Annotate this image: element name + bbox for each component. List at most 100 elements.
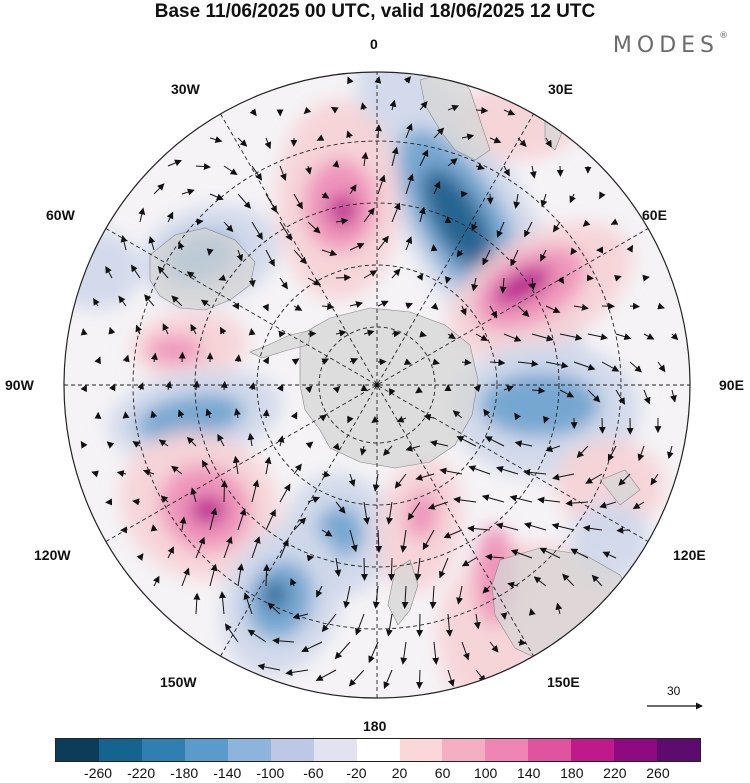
wind-vector-arrow <box>403 76 412 84</box>
wind-vector-arrow <box>232 455 240 475</box>
wind-vector-arrow <box>334 557 342 577</box>
wind-vector-arrow <box>237 563 245 587</box>
wind-vector-arrow <box>419 101 428 111</box>
wind-vector-arrow <box>576 445 589 459</box>
wind-vector-arrow <box>473 613 481 630</box>
new-zealand-land <box>387 559 419 626</box>
wind-vector-arrow <box>540 193 548 208</box>
wind-vector-arrow <box>429 585 437 609</box>
anomaly-blob <box>64 230 140 310</box>
wind-vector-arrow <box>195 218 204 226</box>
colorbar-segment <box>657 739 701 761</box>
wind-vector-arrow <box>396 416 407 423</box>
wind-vector-arrow <box>265 249 275 267</box>
wind-vector-arrow <box>293 463 302 475</box>
wind-vector-arrow <box>138 207 146 223</box>
graticule <box>64 72 690 698</box>
wind-vector-arrow <box>116 470 127 477</box>
wind-vector-arrow <box>475 106 489 114</box>
wind-vector-arrow <box>132 498 141 506</box>
wind-vector-arrow <box>582 219 591 227</box>
colorbar-tick-label: 260 <box>646 765 670 781</box>
wind-vector-arrow <box>293 517 307 531</box>
wind-vector-arrow <box>332 442 340 451</box>
wind-vector-arrow <box>468 465 491 475</box>
wind-vector-arrow <box>181 188 195 196</box>
wind-vector-arrow <box>545 305 561 313</box>
wind-vector-arrow <box>355 613 365 636</box>
wind-vector-arrow <box>142 469 155 476</box>
colorbar-segment <box>98 739 142 761</box>
lon-label-150w: 150W <box>160 674 197 690</box>
registered-mark: ® <box>719 31 728 41</box>
wind-vector-arrow <box>109 383 116 392</box>
wind-vector-arrow <box>248 382 256 391</box>
wind-vector-arrow <box>517 638 527 646</box>
wind-vector-arrow <box>552 473 575 481</box>
wind-vector-arrow <box>407 501 421 521</box>
wind-vector-arrow <box>467 525 491 533</box>
wind-vector-arrow <box>205 408 213 419</box>
wind-vector-arrow <box>363 329 375 337</box>
lon-label-150e: 150E <box>547 674 580 690</box>
wind-vector-arrow <box>599 501 617 509</box>
wind-vector-arrow <box>277 435 285 447</box>
wind-vector-arrow <box>483 408 491 419</box>
colorbar-tick-label: -220 <box>127 765 156 781</box>
wind-vector-arrow <box>118 295 127 307</box>
wind-vector-arrow <box>153 183 165 195</box>
wind-vector-arrow <box>349 301 364 308</box>
chart-title: Base 11/06/2025 00 UTC, valid 18/06/2025… <box>154 1 596 22</box>
wind-vector-arrow <box>405 236 413 251</box>
wind-vector-arrow <box>432 358 440 366</box>
wind-vector-arrow <box>587 389 601 403</box>
wind-vector-arrow <box>177 241 185 251</box>
lon-label-60w: 60W <box>46 207 75 223</box>
wind-vector-arrow <box>219 591 226 615</box>
wind-vector-arrow <box>243 592 253 615</box>
wind-vector-arrow <box>484 436 505 447</box>
wind-vector-arrow <box>150 524 158 532</box>
wind-vector-arrow <box>551 522 575 531</box>
wind-vector-arrow <box>167 159 182 167</box>
wind-vector-arrow <box>618 473 631 486</box>
wind-vector-arrow <box>200 299 211 307</box>
wind-vector-arrow <box>389 99 397 111</box>
wind-vector-arrow <box>489 305 498 319</box>
wind-vector-arrow <box>499 277 507 294</box>
wind-vector-arrow <box>573 361 596 371</box>
wind-vector-arrow <box>383 445 393 456</box>
wind-vector-arrow <box>120 235 128 251</box>
wind-vector-arrow <box>517 360 539 368</box>
wind-vector-arrow <box>495 522 519 531</box>
wind-vector-arrow <box>122 354 130 363</box>
antarctica-land <box>299 307 479 469</box>
wind-vector-arrow <box>130 264 141 279</box>
wind-vector-arrow <box>559 389 575 398</box>
wind-vector-arrow <box>650 473 659 486</box>
wind-vector-arrow <box>290 411 298 420</box>
wind-vector-arrow <box>332 385 341 394</box>
wind-vector-arrow <box>335 501 346 514</box>
wind-vector-arrow <box>233 408 241 419</box>
wind-vector-arrow <box>570 247 578 256</box>
wind-vector-arrow <box>510 249 519 267</box>
wind-vector-arrow <box>348 473 356 487</box>
wind-vector-arrow <box>510 549 533 559</box>
wind-vector-arrow <box>513 193 521 209</box>
colorbar-tick-label: 20 <box>391 765 408 781</box>
wind-vector-arrow <box>179 516 187 531</box>
colorbar <box>55 738 701 762</box>
reference-vector-label: 30 <box>667 684 681 698</box>
wind-vector-arrow <box>632 501 645 510</box>
wind-vector-arrow <box>248 328 256 336</box>
colorbar-tick-label: 60 <box>434 765 451 781</box>
wind-vector-arrow <box>444 276 452 284</box>
wind-vector-arrow <box>80 440 88 449</box>
wind-vector-arrow <box>349 243 365 251</box>
wind-vector-arrow <box>565 499 589 507</box>
wind-vector-arrow <box>495 465 519 475</box>
wind-vector-arrow <box>374 76 382 84</box>
wind-vector-arrow <box>545 445 561 452</box>
wind-vector-arrow <box>482 249 491 266</box>
